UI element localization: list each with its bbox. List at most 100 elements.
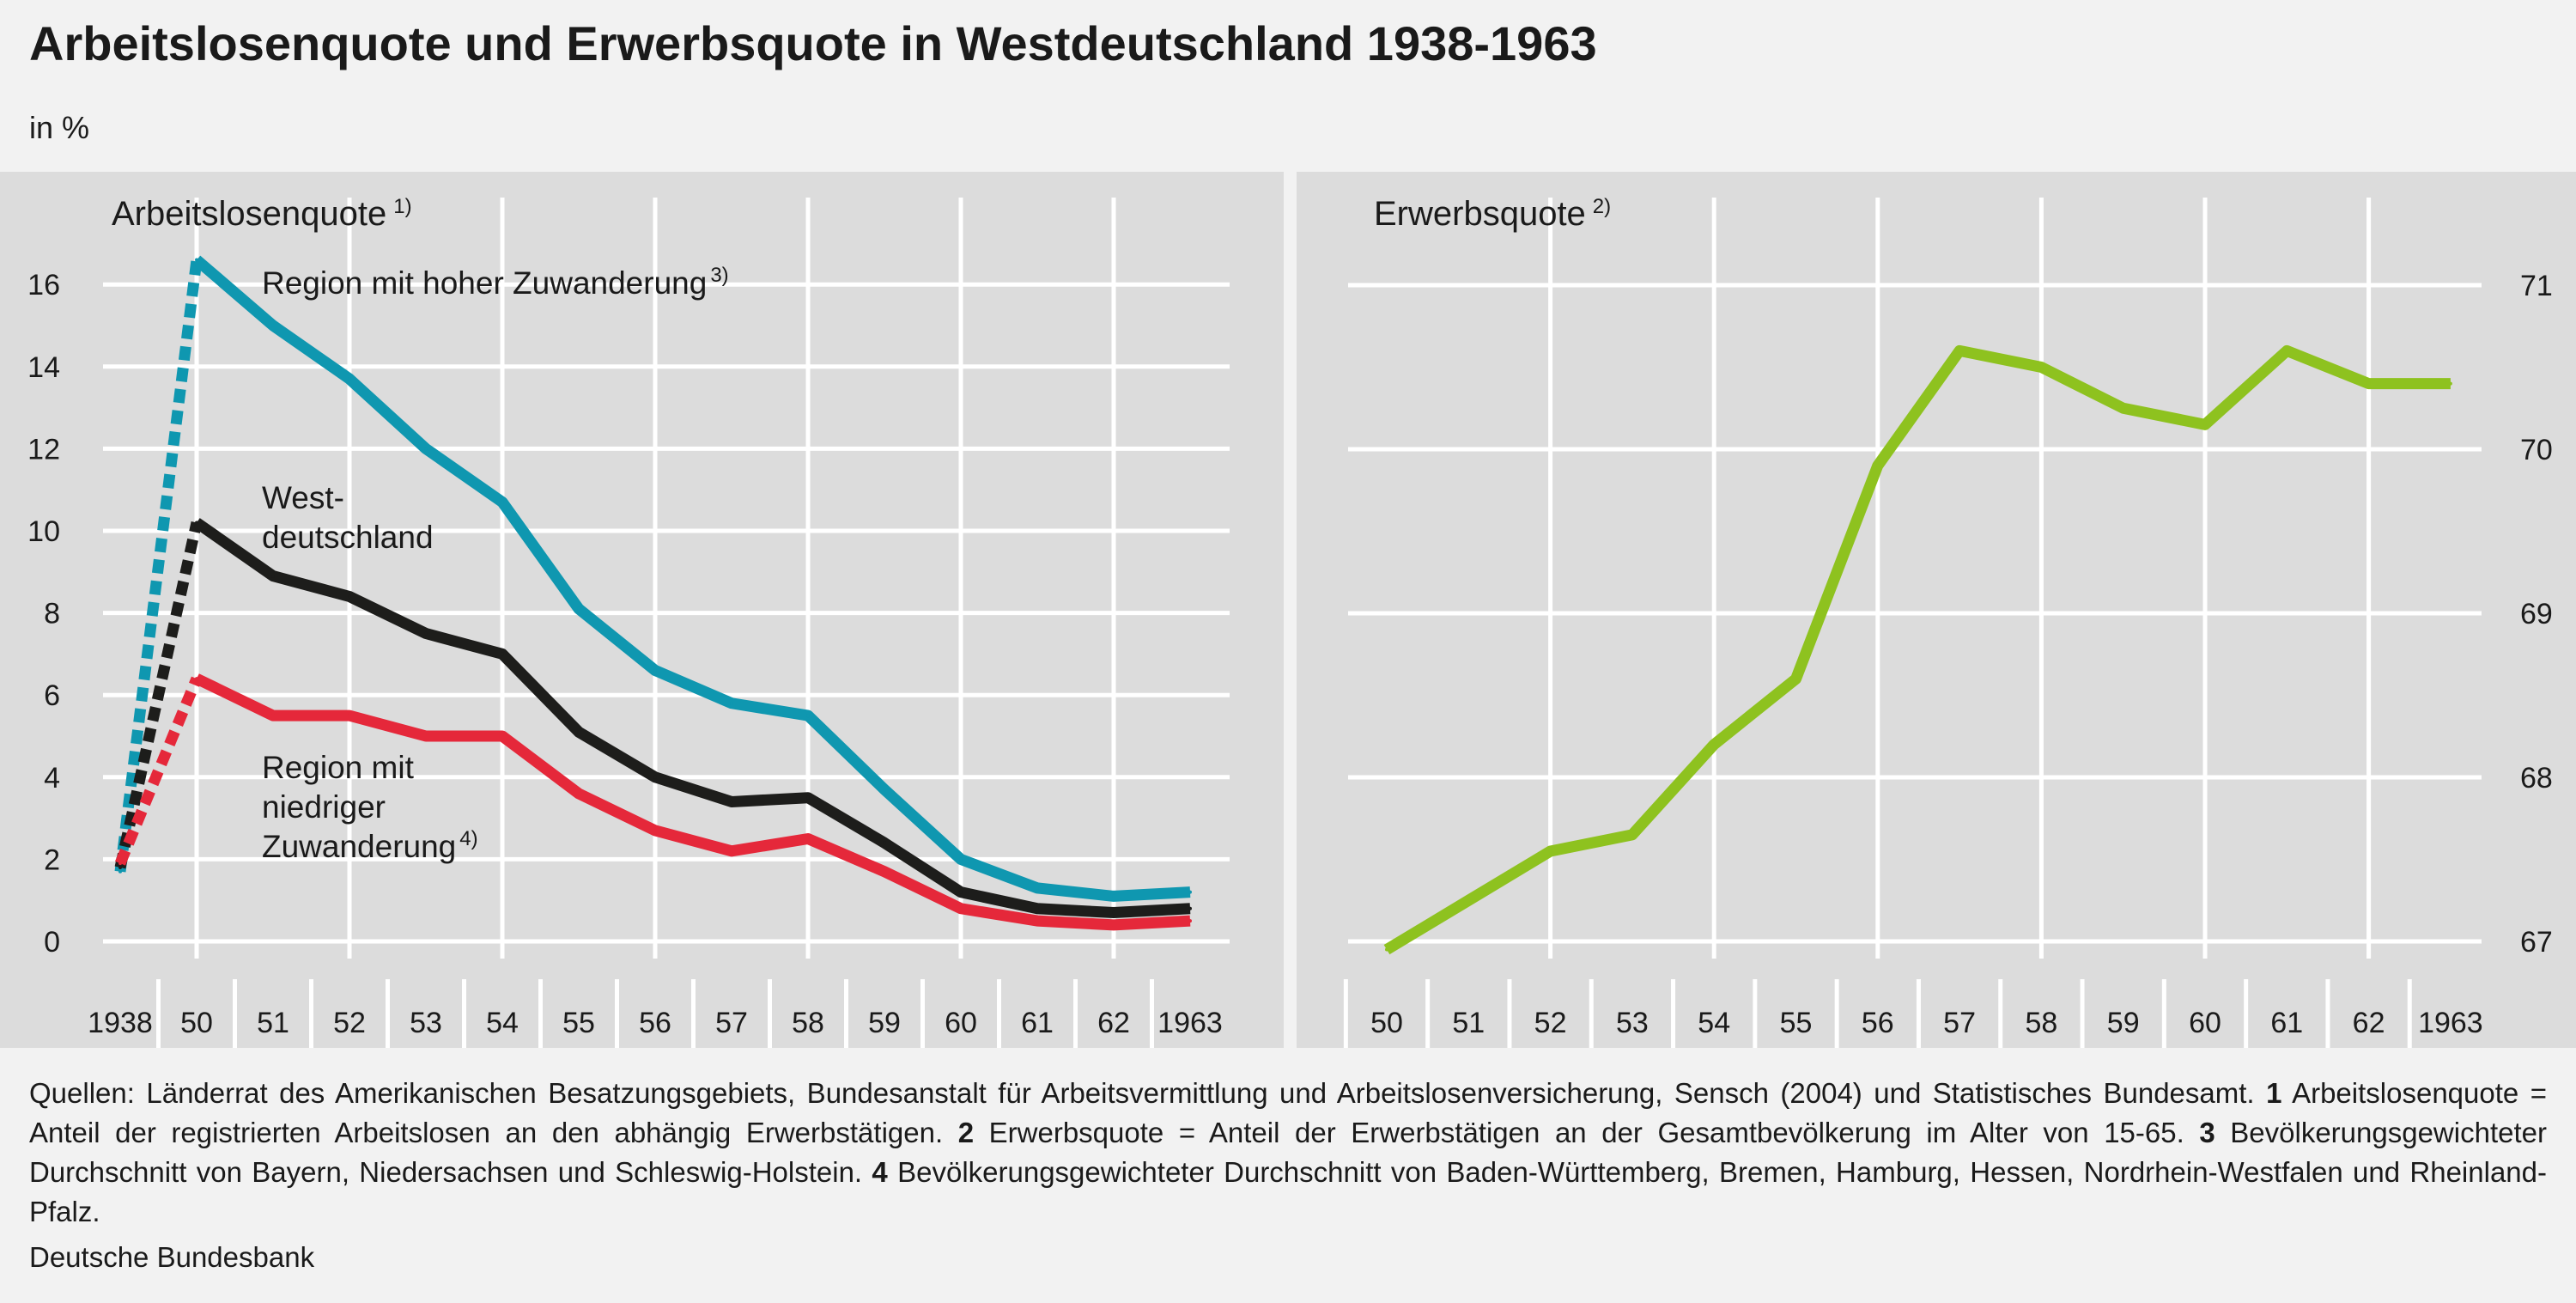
note-1-text: Arbeitslosenquote = Anteil der registrie… [29,1077,2547,1148]
right-x-tick-label: 58 [2025,1007,2057,1039]
right-x-tick-label: 1963 [2418,1007,2483,1039]
right-y-tick-label: 69 [2520,598,2553,630]
series-high-point [195,258,198,262]
participation-series-group [1383,344,2452,955]
note-4-number: 4 [872,1156,888,1188]
left-x-tick-label: 56 [639,1007,671,1039]
left-y-tick-label: 14 [27,351,60,384]
series-low-point [1112,922,1115,927]
series-high-point [271,324,275,327]
series-participation-point [1630,832,1634,837]
right-y-tick-label: 71 [2520,270,2553,302]
unemployment-panel-title: Arbeitslosenquote 1) [112,195,412,233]
series-participation-point [2121,406,2125,411]
series-west-point [653,775,657,779]
note-3-text: Bevölkerungsgewichteter Durchschnitt von… [29,1117,2547,1188]
series-west-point [1188,906,1192,910]
right-panel-background [1297,172,2576,1048]
series-participation-line [1383,344,2451,955]
right-x-tick-label: 56 [1862,1007,1894,1039]
left-x-tick-label: 50 [180,1007,213,1039]
series-high-dashed-line [114,259,203,873]
right-x-tick-label: 59 [2107,1007,2140,1039]
left-x-tick-label: 59 [868,1007,901,1039]
series-west-dashed-line [114,521,203,869]
right-x-tick-label: 62 [2353,1007,2385,1039]
series-west-point [959,890,963,894]
right-x-tick-label: 50 [1370,1007,1403,1039]
left-y-tick-label: 0 [44,926,60,959]
series-west-point [424,631,428,636]
series-west-label: West- [262,480,344,515]
right-x-tick-label: 52 [1534,1007,1567,1039]
series-high-point [424,447,428,451]
note-4-text: Bevölkerungsgewichteter Durchschnitt von… [29,1156,2547,1227]
series-low-point [730,849,733,853]
left-x-tick-label: 57 [715,1007,748,1039]
left-x-tick-label: 1938 [88,1007,153,1039]
series-low-label: niedriger [262,789,386,825]
series-high-point [348,377,351,381]
series-participation-point [1712,742,1716,746]
series-west-point [1112,910,1115,915]
series-high-footnote: 3) [710,264,728,287]
right-x-tick-label: 51 [1452,1007,1485,1039]
series-high-line [192,255,1191,902]
footer-notes: Quellen: Länderrat des Amerikanischen Be… [29,1074,2547,1232]
right-y-tick-label: 67 [2520,926,2553,959]
unemployment-series-group [114,255,1192,931]
series-participation-point [2448,381,2452,386]
series-low-point [118,862,122,866]
series-low-dashed-line [114,676,203,866]
left-x-tick-label: 61 [1021,1007,1054,1039]
series-low-label: Zuwanderung 4) [262,827,478,864]
footer-text: Quellen: Länderrat des Amerikanischen Be… [29,1074,2547,1232]
left-x-tick-label: 58 [792,1007,824,1039]
series-high-point [653,668,657,673]
series-west-point [730,800,733,804]
left-x-tick-label: 60 [945,1007,977,1039]
left-x-tick-label: 54 [486,1007,519,1039]
series-participation-point [1467,898,1471,903]
series-low-point [883,869,886,874]
left-x-tick-label: 1963 [1157,1007,1223,1039]
right-y-tick-label: 70 [2520,434,2553,466]
right-x-tick-label: 57 [1943,1007,1976,1039]
unemployment-title-footnote: 1) [393,195,411,218]
left-x-tick-label: 53 [410,1007,442,1039]
series-low-point [195,677,198,681]
series-participation-point [1385,947,1388,952]
series-participation-point [1794,677,1798,681]
series-low-point [806,837,810,841]
sources-text: Quellen: Länderrat des Amerikanischen Be… [29,1077,2255,1109]
series-high-point [1112,894,1115,898]
series-low-label: Region mit [262,750,415,785]
left-x-tick-label: 55 [562,1007,595,1039]
series-high-point [1188,890,1192,894]
series-low-point [577,791,580,795]
note-3-number: 3 [2199,1117,2215,1148]
note-1-number: 1 [2266,1077,2282,1109]
right-x-tick-label: 61 [2270,1007,2303,1039]
series-participation-point [1875,464,1880,468]
series-low-point [424,734,428,738]
right-text-group: 67 68 69 70 71 50 51 52 53 54 55 56 57 58 59 60 61 62 1963… [1370,195,2553,1039]
series-low-point [1188,919,1192,923]
series-high-point [959,857,963,862]
participation-panel-title: Erwerbsquote 2) [1374,195,1611,233]
left-y-tick-label: 12 [27,433,60,466]
series-west-point [118,865,122,869]
series-high-point [730,701,733,705]
right-x-tick-label: 60 [2189,1007,2221,1039]
left-x-tick-label: 62 [1097,1007,1130,1039]
left-panel-background [0,172,1284,1048]
series-high-point [1036,886,1039,890]
series-high-point [501,500,504,504]
left-x-tick-label: 52 [333,1007,366,1039]
series-participation-point [2285,349,2289,353]
left-y-tick-label: 10 [27,515,60,548]
series-west-point [883,841,886,845]
series-participation-point [2039,365,2044,369]
series-high-point [577,606,580,611]
